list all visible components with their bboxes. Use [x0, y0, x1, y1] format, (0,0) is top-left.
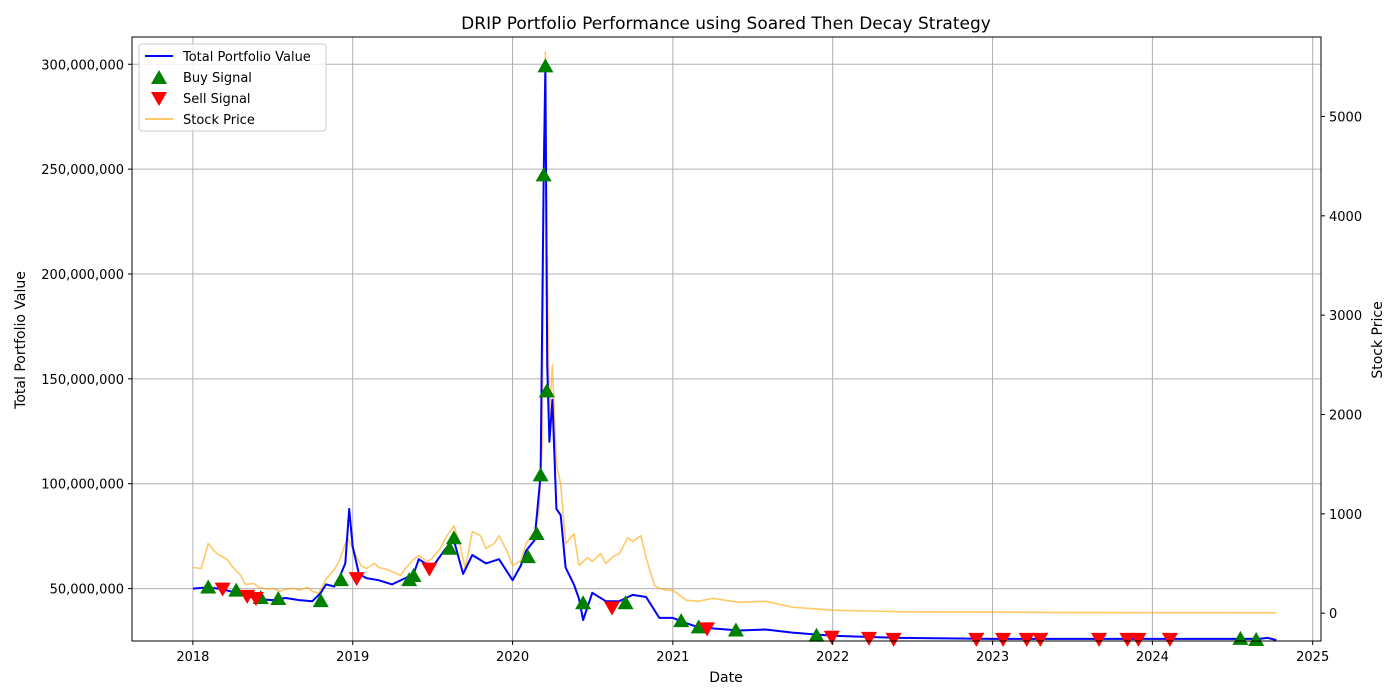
stock-price-line	[192, 51, 1277, 614]
buy-signal-marker	[538, 383, 555, 398]
buy-signal-marker	[519, 549, 536, 564]
x-tick-label: 2021	[656, 650, 689, 665]
sell-signal-marker	[968, 632, 985, 647]
legend-box	[138, 43, 327, 132]
legend-label-buy-signal: Buy Signal	[183, 71, 252, 86]
x-tick-label: 2019	[336, 650, 369, 665]
sell-signal-marker	[1018, 632, 1035, 647]
buy-signal-marker	[532, 467, 549, 482]
y2-tick-label: 2000	[1329, 409, 1362, 424]
sell-signal-marker	[823, 630, 840, 645]
buy-signal-marker	[200, 579, 217, 594]
grid-lines	[132, 37, 1321, 641]
y-axis-title: Total Portfolio Value	[13, 271, 29, 410]
y2-axis-ticks: 0 1000 2000 3000 4000 5000	[1321, 110, 1362, 622]
y-tick-label: 150,000,000	[41, 373, 124, 388]
x-tick-label: 2023	[976, 650, 1009, 665]
legend-label-sell-signal: Sell Signal	[183, 92, 251, 107]
sell-signal-marker	[861, 631, 878, 646]
buy-signal-marker	[575, 595, 592, 610]
sell-signal-marker	[1032, 632, 1049, 647]
legend-swatch-buy-signal	[151, 70, 167, 84]
y2-tick-label: 5000	[1329, 110, 1362, 125]
buy-signal-marker	[312, 593, 329, 608]
buy-signal-marker	[405, 567, 422, 582]
x-axis-title: Date	[709, 670, 742, 686]
portfolio-value-line	[192, 65, 1277, 641]
y2-tick-label: 3000	[1329, 309, 1362, 324]
sell-signal-marker	[214, 582, 231, 597]
y2-tick-label: 0	[1329, 607, 1337, 622]
y-tick-label: 300,000,000	[41, 58, 124, 73]
sell-signal-marker	[995, 632, 1012, 647]
sell-signal-marker	[421, 562, 438, 577]
sell-signal-marker	[1119, 632, 1136, 647]
buy-signal-marker	[808, 627, 825, 642]
buy-signal-marker	[228, 582, 245, 597]
y2-tick-label: 1000	[1329, 508, 1362, 523]
y-axis-ticks: 50,000,000 100,000,000 150,000,000 200,000,…	[41, 58, 132, 598]
x-tick-label: 2022	[816, 650, 849, 665]
buy-signal-marker	[332, 572, 349, 587]
x-tick-label: 2025	[1296, 650, 1329, 665]
x-tick-label: 2020	[496, 650, 529, 665]
x-tick-label: 2024	[1136, 650, 1169, 665]
buy-signal-marker	[1248, 631, 1265, 646]
sell-signal-marker	[603, 601, 620, 616]
buy-signal-marker	[673, 613, 690, 628]
y2-tick-label: 4000	[1329, 210, 1362, 225]
sell-signal-marker	[1090, 632, 1107, 647]
y-tick-label: 100,000,000	[41, 478, 124, 493]
x-tick-label: 2018	[176, 650, 209, 665]
sell-signal-marker	[1130, 632, 1147, 647]
legend-swatch-sell-signal	[151, 92, 167, 106]
legend-label-stock-price: Stock Price	[183, 113, 255, 128]
buy-signal-marker	[690, 619, 707, 634]
buy-signal-marker	[537, 58, 554, 73]
sell-signal-marker	[247, 592, 264, 607]
buy-signal-marker	[445, 530, 462, 545]
x-axis-ticks: 2018 2019 2020 2021 2022 2023 2024 2025	[176, 641, 1329, 665]
signal-markers	[200, 58, 1265, 647]
y-tick-label: 250,000,000	[41, 163, 124, 178]
buy-signal-marker	[270, 591, 287, 606]
buy-signal-marker	[441, 540, 458, 555]
buy-signal-marker	[535, 167, 552, 182]
sell-signal-marker	[699, 622, 716, 637]
buy-signal-marker	[528, 526, 545, 541]
chart-title: DRIP Portfolio Performance using Soared …	[461, 14, 991, 34]
sell-signal-marker	[1161, 632, 1178, 647]
sell-signal-marker	[885, 632, 902, 647]
buy-signal-marker	[727, 622, 744, 637]
legend: Total Portfolio Value Buy Signal Sell Si…	[138, 43, 327, 132]
y2-axis-title: Stock Price	[1370, 301, 1386, 378]
y-tick-label: 200,000,000	[41, 268, 124, 283]
stock-price-series	[192, 51, 1277, 614]
buy-signal-marker	[617, 595, 634, 610]
sell-signal-marker	[348, 572, 365, 587]
y-tick-label: 50,000,000	[50, 583, 124, 598]
portfolio-value-series	[192, 65, 1277, 641]
legend-label-portfolio-value: Total Portfolio Value	[182, 50, 311, 65]
plot-frame	[131, 36, 1322, 642]
